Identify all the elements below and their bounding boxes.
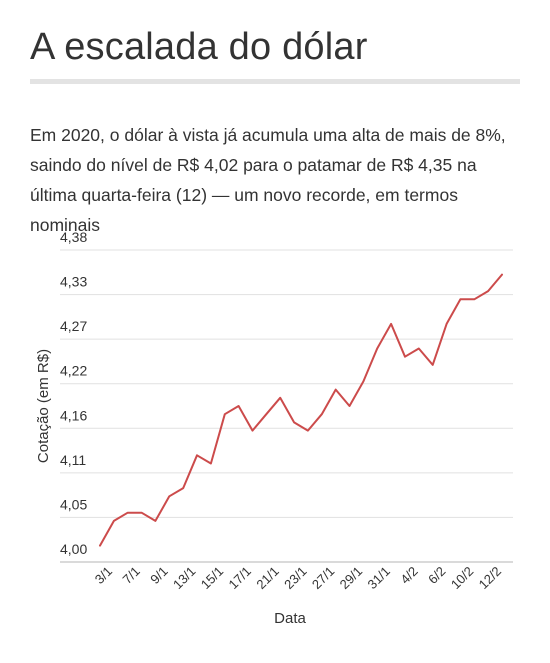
- y-tick-label: 4,16: [60, 407, 87, 423]
- x-tick-label: 17/1: [226, 564, 255, 593]
- x-tick-label: 7/1: [120, 564, 143, 587]
- series-line: [99, 273, 503, 547]
- gridlines: [60, 249, 513, 563]
- y-tick-label: 4,38: [60, 229, 87, 245]
- x-tick-label: 31/1: [364, 564, 393, 593]
- x-tick-label: 15/1: [198, 564, 227, 593]
- x-tick-label: 6/2: [425, 564, 448, 587]
- y-tick-label: 4,00: [60, 541, 87, 557]
- chart-title: A escalada do dólar: [30, 26, 368, 68]
- x-tick-label: 23/1: [281, 564, 310, 593]
- y-tick-label: 4,11: [60, 452, 86, 468]
- y-tick-label: 4,05: [60, 496, 87, 512]
- y-axis-ticks: 4,00 4,05 4,11 4,16 4,22 4,27 4,33 4,38: [60, 229, 87, 557]
- x-axis-ticks: 3/1 7/1 9/1 13/1 15/1 17/1 21/1 23/1 27/1 29/1 31/…: [92, 564, 504, 593]
- x-axis-label: Data: [274, 610, 306, 627]
- x-tick-label: 13/1: [170, 564, 199, 593]
- y-tick-label: 4,22: [60, 363, 87, 379]
- x-tick-label: 10/2: [448, 564, 477, 593]
- y-tick-label: 4,33: [60, 274, 87, 290]
- title-divider: [30, 79, 520, 84]
- x-tick-label: 4/2: [397, 564, 420, 587]
- y-tick-label: 4,27: [60, 318, 87, 334]
- x-tick-label: 3/1: [92, 564, 115, 587]
- x-tick-label: 9/1: [147, 564, 170, 587]
- x-tick-label: 12/2: [476, 564, 505, 593]
- x-tick-label: 27/1: [309, 564, 338, 593]
- y-axis-label: Cotação (em R$): [35, 349, 52, 463]
- x-tick-label: 21/1: [253, 564, 282, 593]
- chart-subtitle: Em 2020, o dólar à vista já acumula uma …: [30, 125, 506, 235]
- series-cotacao: [99, 273, 503, 547]
- x-tick-label: 29/1: [337, 564, 366, 593]
